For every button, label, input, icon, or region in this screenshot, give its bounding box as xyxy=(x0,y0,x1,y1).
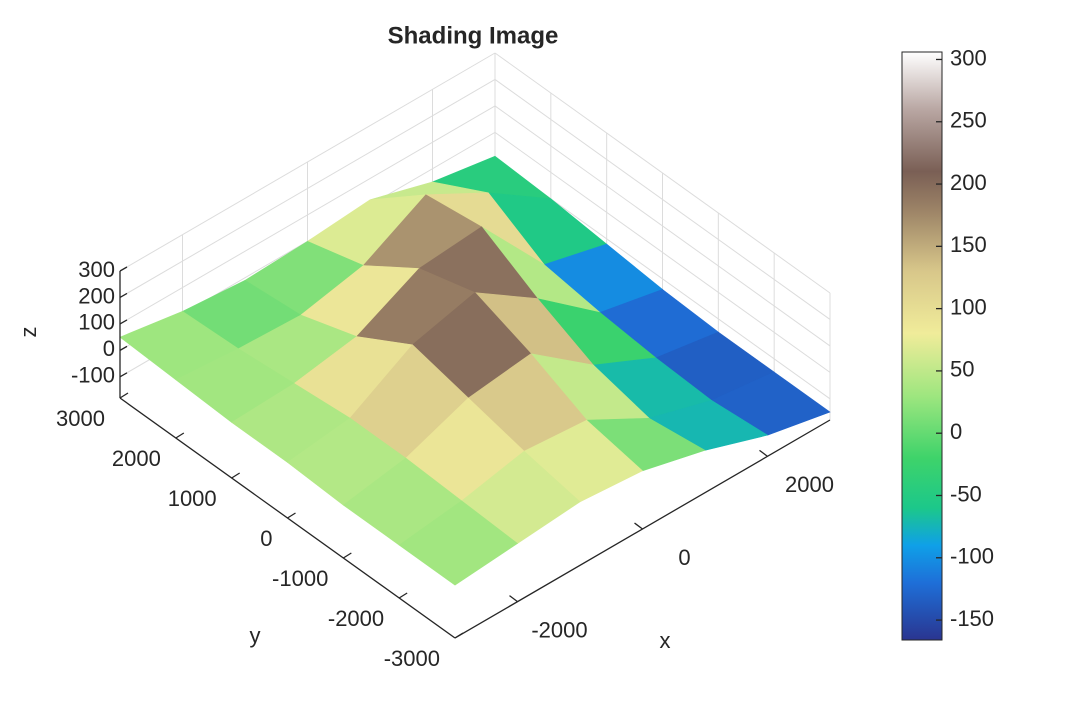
z-tick xyxy=(119,345,128,351)
colorbar-tick-label: -150 xyxy=(950,606,994,631)
x-axis-label: x xyxy=(660,628,671,653)
colorbar-tick-label: 0 xyxy=(950,419,962,444)
y-tick xyxy=(175,432,185,439)
colorbar-tick-label: 150 xyxy=(950,232,987,257)
surface-cell xyxy=(398,500,519,586)
z-tick xyxy=(119,372,128,378)
z-tick xyxy=(119,266,128,272)
y-tick xyxy=(231,472,241,479)
x-tick-label: 0 xyxy=(678,545,690,570)
chart-title: Shading Image xyxy=(388,22,559,49)
colorbar-tick-label: 300 xyxy=(950,45,987,70)
colorbar-tick-label: 50 xyxy=(950,357,974,382)
colorbar-tick-label: 200 xyxy=(950,170,987,195)
y-tick-label: -3000 xyxy=(384,646,440,671)
y-tick xyxy=(454,632,464,639)
colorbar-tick-label: 250 xyxy=(950,108,987,133)
z-tick-label: 100 xyxy=(78,310,115,335)
z-tick xyxy=(119,292,128,299)
y-tick xyxy=(119,392,129,399)
z-tick-label: 0 xyxy=(103,336,115,361)
colorbar xyxy=(901,51,943,641)
y-tick-label: 2000 xyxy=(112,446,161,471)
z-tick-label: 200 xyxy=(78,283,115,308)
y-tick xyxy=(287,512,296,519)
x-tick xyxy=(509,595,518,603)
colorbar-tick-label: 100 xyxy=(950,294,987,319)
colorbar-tick-label: -50 xyxy=(950,481,982,506)
z-tick-label: -100 xyxy=(71,363,115,388)
x-tick xyxy=(634,522,643,530)
z-tick xyxy=(119,319,128,325)
y-axis-label: y xyxy=(250,623,261,648)
x-tick-label: 2000 xyxy=(785,472,834,497)
colorbar-tick-label: -100 xyxy=(950,544,994,569)
y-tick-label: -2000 xyxy=(328,606,384,631)
y-tick-label: 1000 xyxy=(168,486,217,511)
z-axis-label: z xyxy=(16,327,41,338)
z-tick-label: 300 xyxy=(78,257,115,282)
y-tick xyxy=(398,592,408,599)
y-tick-label: -1000 xyxy=(272,566,328,591)
x-tick-label: -2000 xyxy=(531,617,587,642)
y-tick-label: 3000 xyxy=(56,406,105,431)
y-tick-label: 0 xyxy=(260,526,272,551)
y-tick xyxy=(342,552,352,559)
x-tick xyxy=(759,449,768,457)
